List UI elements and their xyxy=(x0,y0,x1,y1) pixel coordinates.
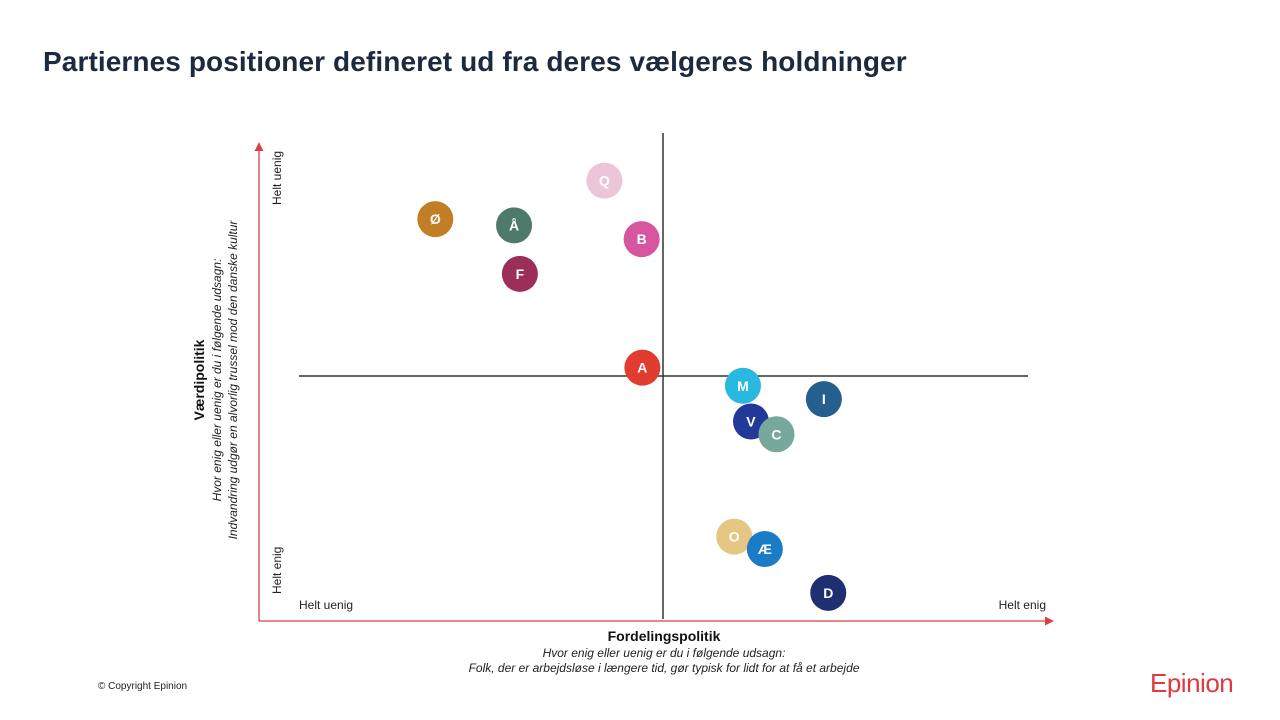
party-point-7: I xyxy=(805,381,842,418)
copyright-text: © Copyright Epinion xyxy=(98,681,188,692)
party-point-marker xyxy=(724,367,761,404)
party-point-label: Å xyxy=(509,217,519,233)
party-point-label: I xyxy=(822,391,826,407)
party-point-marker xyxy=(624,349,661,386)
party-point-6: M xyxy=(724,367,761,404)
party-point-marker xyxy=(716,518,753,555)
party-point-label: O xyxy=(729,529,740,545)
epinion-logo: Epinion xyxy=(1150,668,1234,698)
x-high-label: Helt enig xyxy=(999,598,1046,612)
party-point-0: Q xyxy=(586,162,623,199)
party-point-11: Æ xyxy=(746,531,783,568)
y-low-label: Helt enig xyxy=(270,547,284,594)
party-point-1: Ø xyxy=(417,201,454,238)
party-point-label: Æ xyxy=(758,541,772,557)
party-point-10: O xyxy=(716,518,753,555)
party-point-marker xyxy=(746,531,783,568)
party-point-label: A xyxy=(637,360,647,376)
party-point-label: D xyxy=(823,585,833,601)
party-point-marker xyxy=(501,255,538,292)
party-point-label: Q xyxy=(599,173,610,189)
party-point-label: Ø xyxy=(430,211,441,227)
party-point-9: C xyxy=(758,416,795,453)
party-point-label: F xyxy=(516,266,525,282)
party-point-3: B xyxy=(623,221,660,258)
party-point-5: A xyxy=(624,349,661,386)
y-axis-subtitle-2: Indvandring udgør en alvorlig trussel mo… xyxy=(226,220,240,540)
x-axis-title: Fordelingspolitik xyxy=(608,628,721,644)
party-point-label: B xyxy=(637,231,647,247)
party-point-2: Å xyxy=(496,207,533,244)
y-axis-subtitle-1: Hvor enig eller uenig er du i følgende u… xyxy=(210,259,224,502)
x-axis-subtitle-2: Folk, der er arbejdsløse i længere tid, … xyxy=(469,661,860,675)
party-point-marker xyxy=(496,207,533,244)
y-high-label: Helt uenig xyxy=(270,151,284,205)
party-point-marker xyxy=(805,381,842,418)
party-point-marker xyxy=(586,162,623,199)
party-point-label: C xyxy=(771,426,781,442)
party-point-4: F xyxy=(501,255,538,292)
party-point-marker xyxy=(810,574,847,611)
party-point-marker xyxy=(623,221,660,258)
x-axis-subtitle-1: Hvor enig eller uenig er du i følgende u… xyxy=(543,646,786,660)
y-axis-title: Værdipolitik xyxy=(191,339,207,420)
party-point-12: D xyxy=(810,574,847,611)
party-points: Q Ø Å B F A M I VC O Æ D xyxy=(417,162,847,611)
party-point-label: M xyxy=(737,378,749,394)
party-point-label: V xyxy=(746,413,756,429)
page-title: Partiernes positioner defineret ud fra d… xyxy=(43,46,907,77)
party-point-marker xyxy=(758,416,795,453)
party-point-marker xyxy=(417,201,454,238)
x-low-label: Helt uenig xyxy=(299,598,353,612)
